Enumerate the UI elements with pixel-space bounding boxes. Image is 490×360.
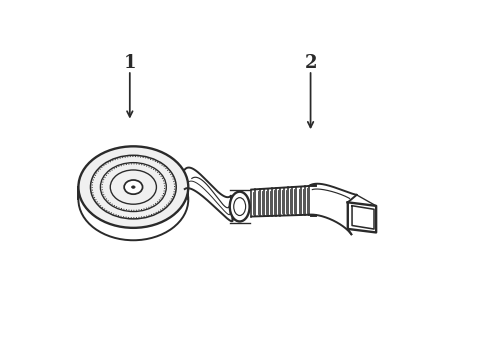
Ellipse shape <box>230 192 249 221</box>
Text: 1: 1 <box>123 54 136 72</box>
Text: 2: 2 <box>304 54 317 72</box>
Ellipse shape <box>78 146 188 228</box>
Ellipse shape <box>132 186 135 188</box>
Ellipse shape <box>124 180 143 194</box>
